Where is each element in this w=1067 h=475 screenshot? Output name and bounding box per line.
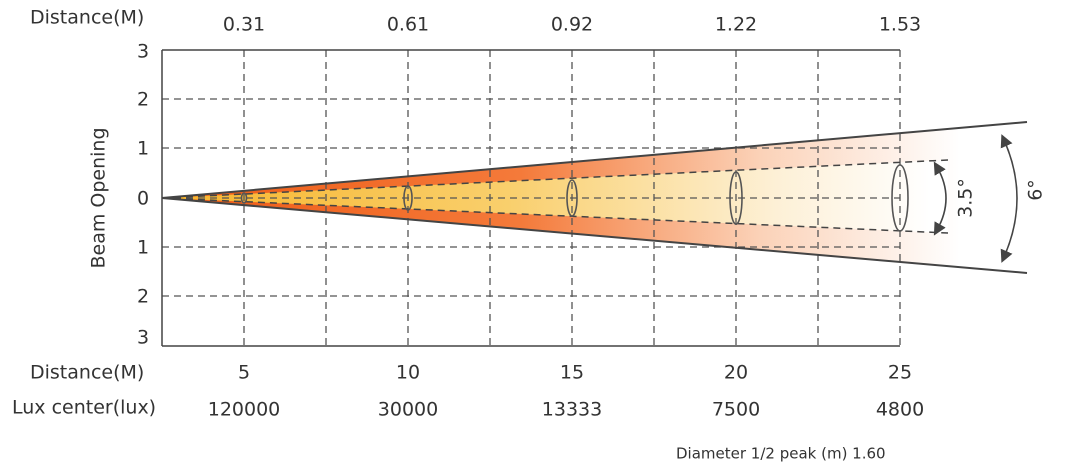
- top-tick-label: 1.53: [879, 14, 921, 36]
- row-label: Distance(M): [30, 362, 144, 384]
- y-tick-label: 3: [137, 41, 149, 63]
- y-tick-label: 2: [137, 89, 149, 111]
- distance-value: 15: [560, 362, 584, 384]
- y-tick-label: 1: [137, 237, 149, 259]
- lux-value: 30000: [378, 399, 438, 421]
- top-tick-label: 1.22: [715, 14, 757, 36]
- top-tick-label: 0.31: [223, 14, 265, 36]
- inner-angle-arc: [933, 161, 947, 236]
- distance-value: 10: [396, 362, 420, 384]
- inner-beam: [162, 160, 948, 233]
- y-axis-label: Beam Opening: [88, 127, 110, 268]
- beam-sections: [240, 164, 909, 232]
- distance-value: 5: [238, 362, 250, 384]
- y-tick-label: 0: [137, 188, 149, 210]
- y-tick-label: 1: [137, 138, 149, 160]
- outer-angle-arc: [1000, 134, 1018, 263]
- outer-angle-label: 6°: [1025, 179, 1047, 201]
- distance-value: 25: [888, 362, 912, 384]
- inner-angle-label: 3.5°: [955, 178, 977, 218]
- lux-value: 7500: [712, 399, 760, 421]
- top-tick-label: 0.92: [551, 14, 593, 36]
- y-tick-label: 2: [137, 286, 149, 308]
- top-tick-label: 0.61: [387, 14, 429, 36]
- beam-edges: [161, 121, 1028, 274]
- lux-value: 120000: [208, 399, 281, 421]
- grid: [161, 49, 901, 347]
- lux-value: 4800: [876, 399, 924, 421]
- distance-value: 20: [724, 362, 748, 384]
- top-axis-label: Distance(M): [30, 7, 144, 29]
- footnote: Diameter 1/2 peak (m) 1.60: [676, 445, 886, 463]
- y-tick-label: 3: [137, 327, 149, 349]
- row-label: Lux center(lux): [12, 397, 156, 419]
- lux-value: 13333: [542, 399, 602, 421]
